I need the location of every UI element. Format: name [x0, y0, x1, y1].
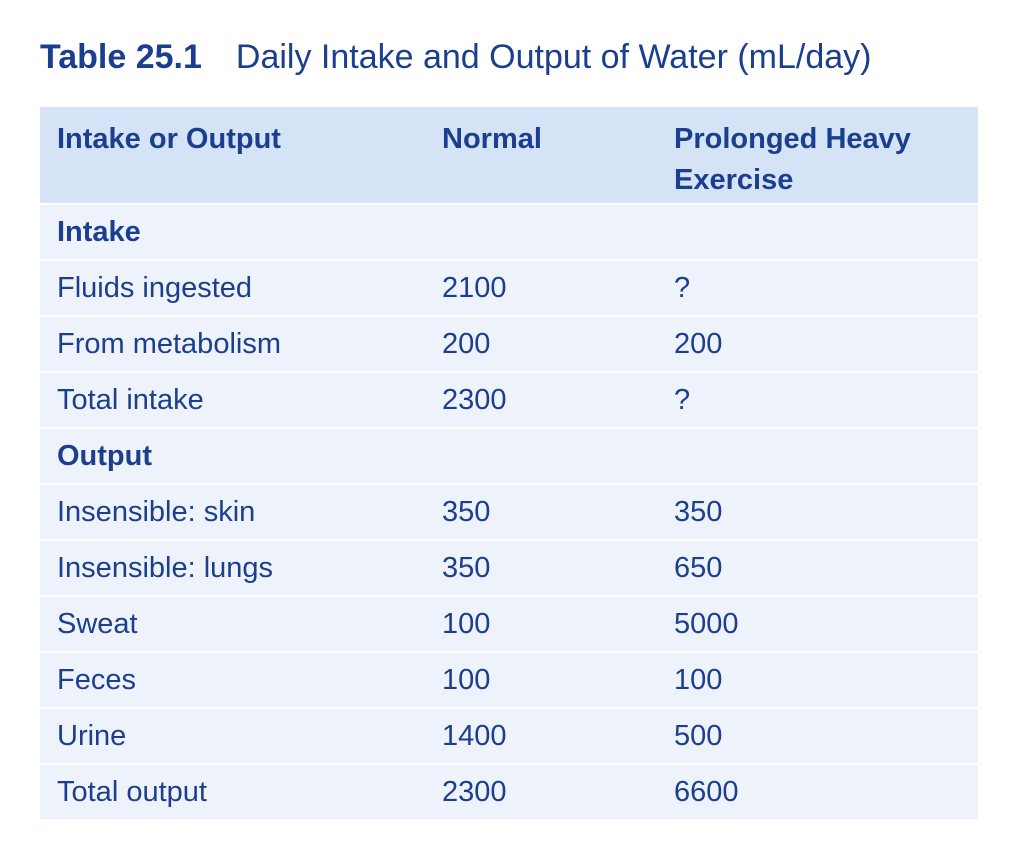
table: Intake or Output Normal Prolonged Heavy Ex…	[40, 107, 978, 819]
cell: ?	[674, 383, 691, 416]
cell: Sweat	[57, 607, 138, 640]
cell: 500	[674, 719, 723, 752]
data-row: Sweat 100 5000	[40, 595, 978, 651]
section-row: Intake	[40, 203, 978, 259]
cell: Insensible: skin	[57, 495, 256, 528]
section-label: Intake	[57, 215, 141, 248]
cell: 100	[674, 663, 723, 696]
cell: 200	[674, 327, 723, 360]
data-row: Total output 2300 6600	[40, 763, 978, 819]
section-row: Output	[40, 427, 978, 483]
cell: 350	[442, 495, 491, 528]
cell: Urine	[57, 719, 127, 752]
data-row: From metabolism 200 200	[40, 315, 978, 371]
cell: Total output	[57, 775, 207, 808]
data-row: Urine 1400 500	[40, 707, 978, 763]
cell: Feces	[57, 663, 136, 696]
cell: 1400	[442, 719, 507, 752]
cell: 350	[442, 551, 491, 584]
table-caption: Daily Intake and Output of Water (mL/day…	[235, 38, 872, 76]
cell: 2300	[442, 383, 507, 416]
cell: 2300	[442, 775, 507, 808]
header-cell: Intake or Output	[57, 123, 281, 155]
cell: 200	[442, 327, 491, 360]
data-row: Fluids ingested 2100?	[40, 259, 978, 315]
cell: 100	[442, 607, 491, 640]
cell: 6600	[674, 775, 739, 808]
cell: ?	[674, 271, 691, 304]
cell: Fluids ingested	[57, 271, 253, 304]
data-row: Insensible: skin 350 350	[40, 483, 978, 539]
data-row: Total intake 2300?	[40, 371, 978, 427]
table-title: Table 25.1 Daily Intake and Output of Wat…	[40, 38, 871, 77]
data-row: Feces 100 100	[40, 651, 978, 707]
cell: 2100	[442, 271, 507, 304]
cell: Total intake	[57, 383, 204, 416]
cell: 5000	[674, 607, 739, 640]
section-label: Output	[57, 439, 153, 472]
header-row: Intake or Output Normal Prolonged Heavy Ex…	[40, 107, 978, 203]
header-cell: Prolonged Heavy Exercise	[674, 123, 911, 196]
data-row: Insensible: lungs 350 650	[40, 539, 978, 595]
header-cell: Normal	[442, 123, 542, 155]
cell: 650	[674, 551, 723, 584]
cell: From metabolism	[57, 327, 281, 360]
table-label: Table 25.1	[40, 38, 202, 76]
cell: 100	[442, 663, 491, 696]
cell: Insensible: lungs	[57, 551, 274, 584]
cell: 350	[674, 495, 723, 528]
